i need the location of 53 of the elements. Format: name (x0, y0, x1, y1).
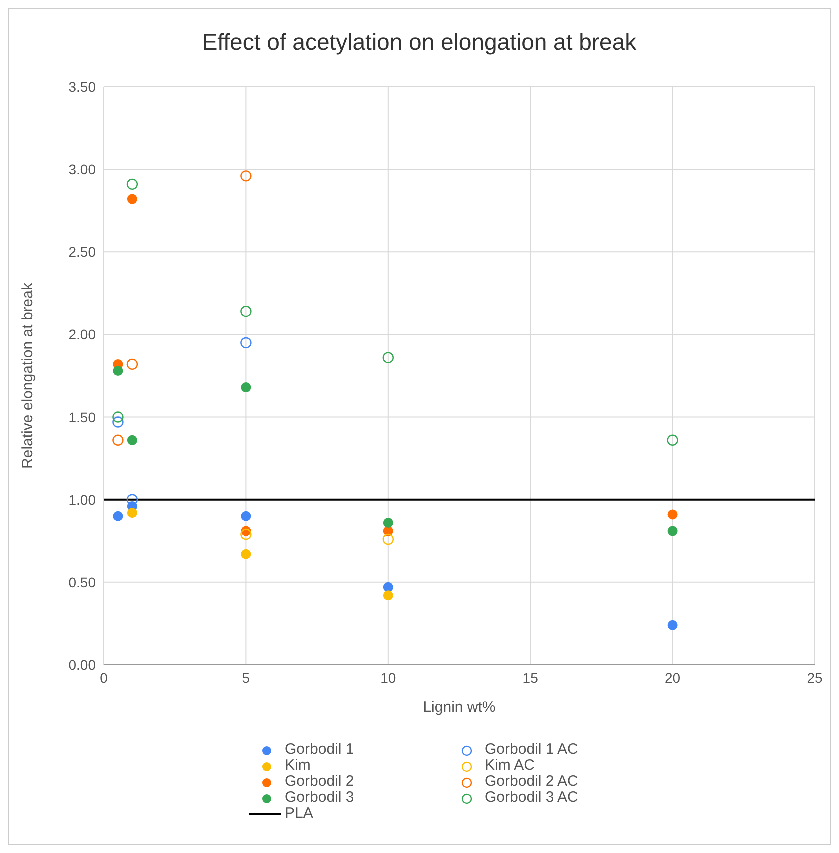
y-axis-title: Relative elongation at break (19, 282, 36, 469)
point (383, 582, 394, 592)
point (241, 511, 252, 522)
point (241, 382, 252, 393)
legend-label: Kim (285, 757, 311, 774)
point (668, 620, 678, 630)
point (127, 435, 138, 446)
y-tick-label: 0.50 (68, 574, 96, 590)
point (240, 170, 252, 182)
point (126, 494, 138, 506)
y-tick-label: 2.00 (68, 326, 96, 343)
point (240, 306, 252, 318)
point (668, 510, 678, 520)
legend-label: Gorbodil 1 AC (485, 741, 578, 758)
x-axis-title: Lignin wt% (423, 699, 496, 716)
y-tick-label: 3.00 (68, 162, 96, 178)
point (112, 416, 124, 428)
point (240, 337, 252, 349)
point (112, 412, 124, 423)
point (668, 526, 678, 536)
legend-label: Gorbodil 3 AC (485, 789, 578, 806)
y-tick-label: 3.50 (68, 78, 96, 95)
y-tick-label: 0.00 (68, 656, 96, 673)
point (112, 434, 124, 446)
y-tick-label: 2.50 (68, 244, 96, 260)
x-tick-label: 10 (380, 670, 396, 686)
point (113, 511, 124, 522)
x-tick-label: 25 (807, 670, 823, 686)
chart-title: Effect of acetylation on elongation at break (201, 29, 638, 57)
legend-label: Gorbodil 3 (285, 789, 354, 806)
point (383, 590, 394, 601)
legend-label: PLA (285, 805, 314, 822)
point (126, 358, 138, 370)
legend-label: Kim AC (485, 757, 536, 774)
point (241, 549, 252, 560)
point (667, 434, 678, 446)
x-tick-label: 0 (100, 670, 108, 686)
point (383, 518, 394, 528)
x-tick-label: 5 (242, 670, 250, 686)
point (113, 366, 124, 376)
x-tick-label: 20 (665, 670, 681, 686)
legend-label: Gorbodil 1 (285, 741, 354, 758)
x-tick-label: 15 (522, 670, 539, 686)
point (127, 194, 138, 204)
y-tick-label: 1.00 (68, 492, 96, 508)
point (126, 178, 138, 190)
y-tick-label: 1.50 (68, 409, 96, 426)
legend-label: Gorbodil 2 AC (485, 773, 578, 790)
point (240, 528, 252, 540)
point (382, 534, 394, 546)
point (382, 352, 394, 364)
legend-label: Gorbodil 2 (285, 773, 354, 790)
point (127, 508, 138, 518)
